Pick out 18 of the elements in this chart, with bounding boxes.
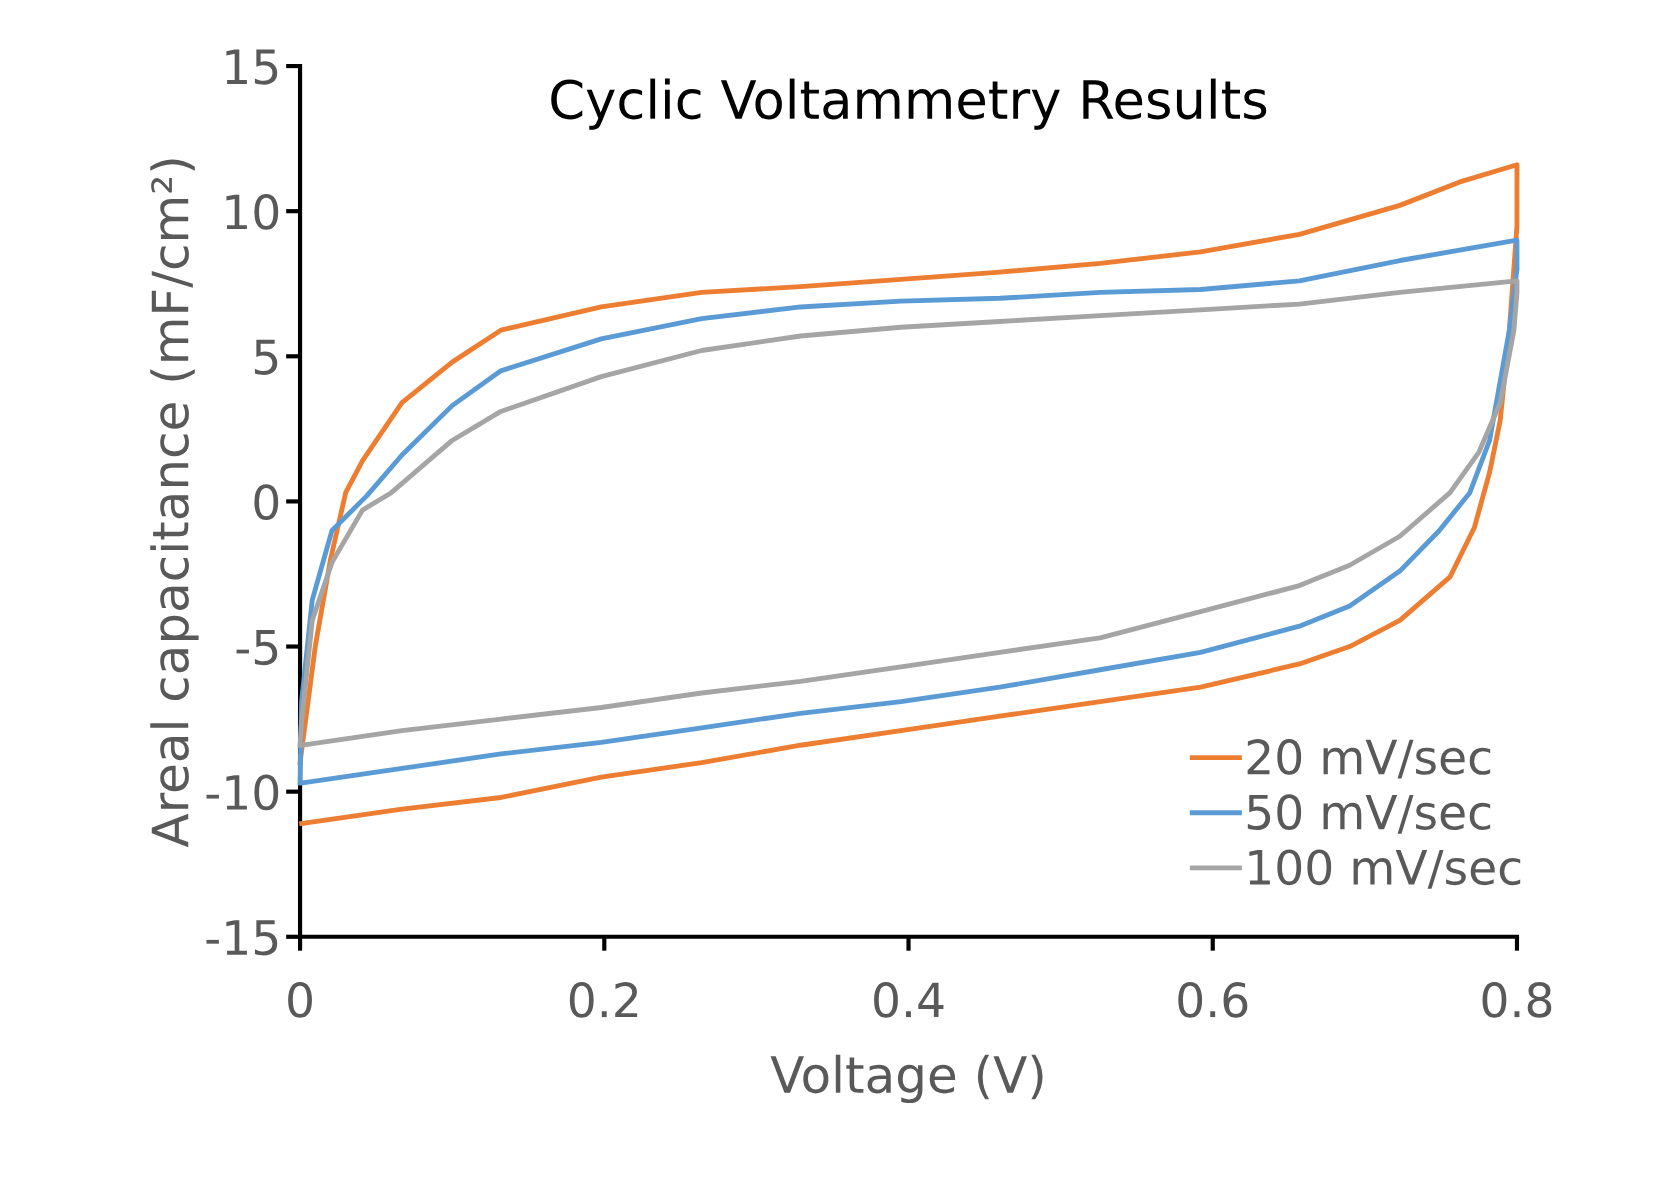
y-axis-title: Areal capacitance (mF/cm²) (150, 159, 199, 848)
legend-label: 50 mV/sec (1247, 794, 1491, 834)
y-tick-label: -10 (206, 774, 279, 811)
x-tick-label: 0.4 (874, 982, 944, 1018)
x-tick-label: 0.6 (1178, 982, 1248, 1018)
y-tick-label: -5 (236, 630, 278, 666)
chart-title: Cyclic Voltammetry Results (551, 78, 1267, 130)
x-axis-title: Voltage (V) (770, 1054, 1043, 1104)
x-tick-label: 0.8 (1482, 982, 1552, 1018)
y-tick-label: 10 (226, 194, 279, 230)
y-tick-label: 0 (254, 484, 279, 521)
y-tick-label: -15 (206, 920, 278, 956)
y-tick-label: 5 (254, 339, 278, 375)
x-tick-label: 0 (288, 982, 312, 1018)
legend-label: 20 mV/sec (1247, 739, 1491, 779)
legend-label: 100 mV/sec (1249, 849, 1521, 889)
y-tick-label: 15 (226, 49, 278, 85)
x-tick-label: 0.2 (569, 982, 638, 1018)
